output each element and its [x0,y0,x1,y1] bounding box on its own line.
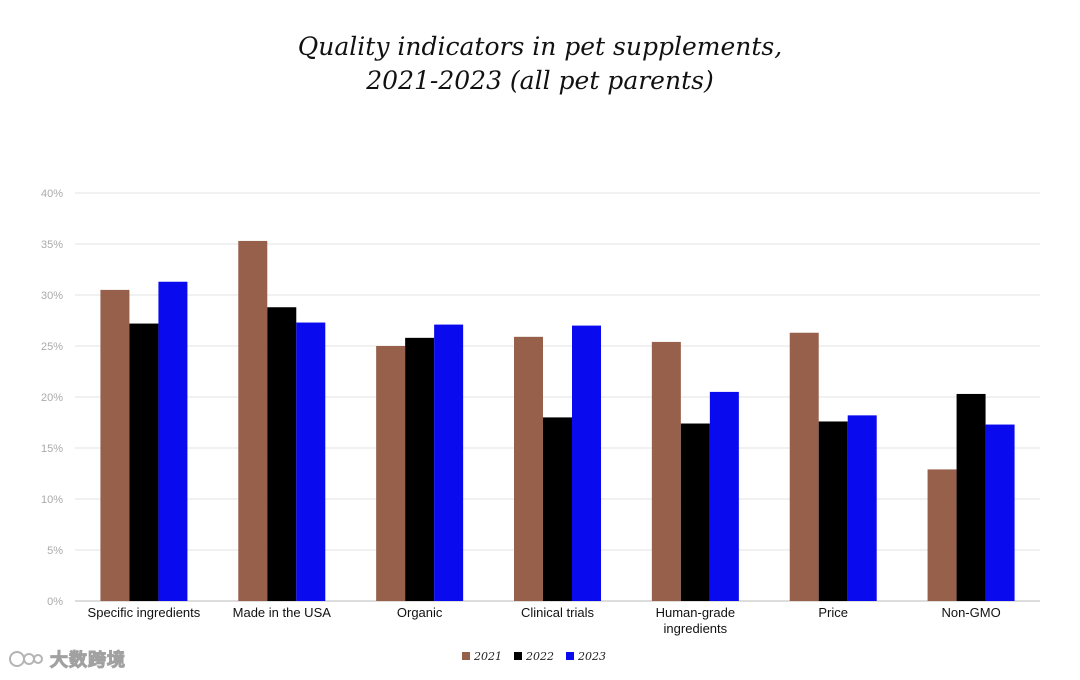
bar-2021 [376,346,406,601]
bar-2023 [572,325,601,601]
y-tick-label: 35% [41,239,63,251]
x-category-label: Specific ingredients [88,605,201,620]
bar-2022 [956,393,986,601]
bar-2021 [927,469,957,601]
x-category-label: Non-GMO [941,605,1000,620]
legend-swatch-2022 [514,652,522,660]
bar-2023 [709,391,739,601]
bar-2021 [514,336,543,601]
bar-2023 [158,281,188,601]
y-tick-label: 25% [41,341,63,353]
bar-2021 [100,289,130,601]
legend-label-2023: 2023 [577,650,606,663]
x-category-label: Human-grade ingredients [656,605,736,636]
watermark: 大数跨境 [8,646,126,672]
chart-title: Quality indicators in pet supplements, 2… [0,30,1080,98]
x-category-label: Clinical trials [521,605,594,620]
bar-2021 [789,332,819,601]
x-category-label: Made in the USA [233,605,332,620]
chart-title-line-1: Quality indicators in pet supplements, [297,32,783,61]
bar-2021 [238,240,268,601]
legend-label-2022: 2022 [525,650,554,663]
chart-title-line-2: 2021-2023 (all pet parents) [366,66,714,95]
x-axis-category-labels: Specific ingredients Made in the USA Organ… [88,605,1001,636]
legend: 2021 2022 2023 [462,650,606,663]
bar-2023 [434,324,464,601]
legend-swatch-2023 [566,652,574,660]
y-axis-tick-labels: 0% 5% 10% 15% 20% 25% 30% 35% 40% [41,188,63,608]
bar-2021 [651,341,681,601]
y-tick-label: 15% [41,443,63,455]
watermark-text: 大数跨境 [50,650,126,672]
y-tick-label: 40% [41,188,63,200]
bars [100,240,1015,601]
bar-2023 [847,415,877,601]
legend-swatch-2021 [462,652,470,660]
bar-2023 [296,322,326,601]
y-tick-label: 5% [47,545,63,557]
bar-2022 [543,417,572,601]
y-tick-label: 0% [47,596,63,608]
y-tick-label: 10% [41,494,63,506]
bar-2022 [680,423,710,601]
bar-2022 [267,307,297,601]
bar-2022 [129,323,159,601]
legend-label-2021: 2021 [473,650,502,663]
bar-2022 [405,337,435,601]
bar-2023 [985,424,1015,601]
y-tick-label: 30% [41,290,63,302]
x-category-label: Price [818,605,848,620]
y-tick-label: 20% [41,392,63,404]
x-category-label: Organic [397,605,443,620]
bar-2022 [818,421,848,601]
watermark-logo-icon [9,651,43,667]
